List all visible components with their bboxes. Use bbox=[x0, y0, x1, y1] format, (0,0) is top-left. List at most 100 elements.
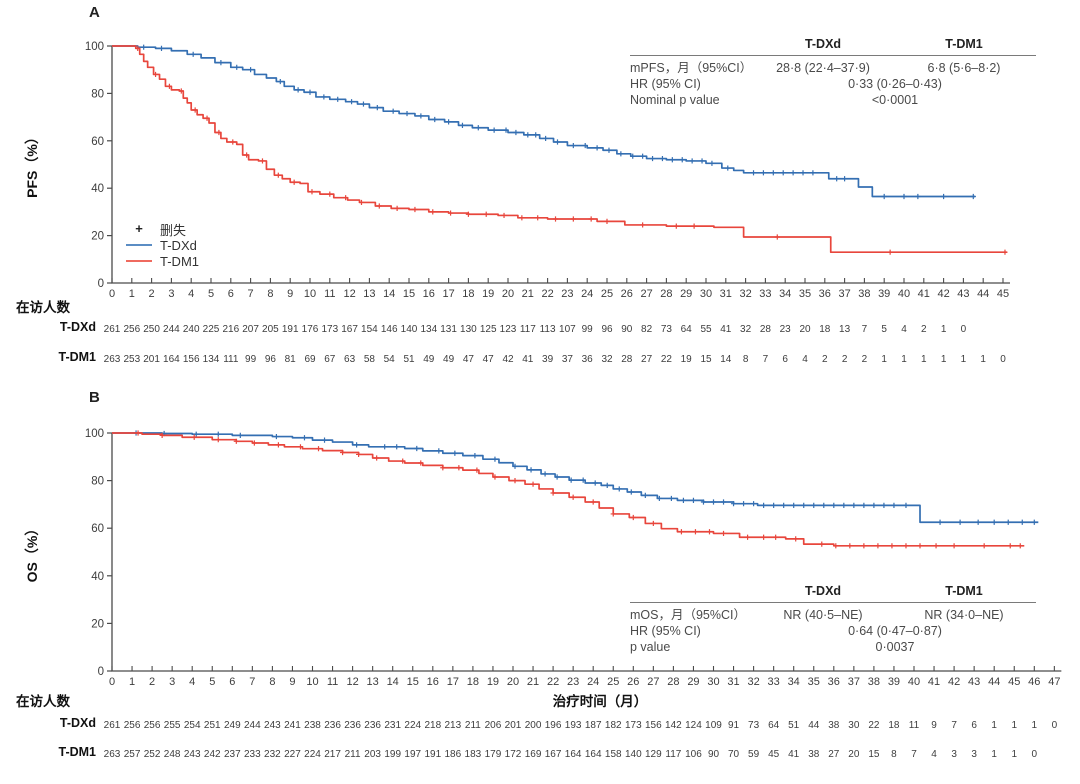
censor-mark bbox=[691, 223, 697, 229]
censor-mark bbox=[472, 453, 478, 459]
x-tick-label: 24 bbox=[587, 676, 599, 688]
x-tick-label: 11 bbox=[324, 288, 335, 300]
censor-mark bbox=[811, 502, 817, 508]
y-tick-label: 0 bbox=[98, 666, 104, 678]
censor-mark bbox=[570, 142, 576, 149]
at-risk-count: 206 bbox=[485, 720, 502, 731]
at-risk-count: 254 bbox=[184, 720, 201, 731]
x-tick-label: 16 bbox=[423, 288, 435, 300]
at-risk-count: 44 bbox=[808, 720, 820, 731]
at-risk-count: 1 bbox=[961, 354, 967, 365]
at-risk-count: 3 bbox=[951, 749, 957, 760]
x-tick-label: 32 bbox=[747, 676, 759, 688]
at-risk-count: 109 bbox=[705, 720, 722, 731]
censor-mark bbox=[152, 71, 159, 78]
censor-mark bbox=[678, 529, 685, 535]
censor-mark bbox=[668, 495, 674, 502]
at-risk-count: 70 bbox=[728, 749, 740, 760]
censor-mark bbox=[730, 501, 737, 507]
at-risk-count: 261 bbox=[104, 720, 121, 731]
at-risk-count: 63 bbox=[344, 354, 356, 365]
x-tick-label: 4 bbox=[189, 676, 195, 688]
censor-mark bbox=[432, 116, 438, 123]
at-risk-count: 130 bbox=[460, 324, 477, 335]
legend: + 删失 T-DXd T-DM1 bbox=[126, 221, 199, 269]
x-tick-label: 16 bbox=[427, 676, 439, 688]
x-tick-label: 29 bbox=[687, 676, 699, 688]
censor-mark bbox=[917, 543, 923, 549]
censor-mark bbox=[630, 514, 636, 521]
at-risk-count: 27 bbox=[828, 749, 840, 760]
at-risk-count: 251 bbox=[204, 720, 221, 731]
at-risk-count: 217 bbox=[324, 749, 341, 760]
x-tick-label: 0 bbox=[109, 676, 115, 688]
censor-mark bbox=[492, 456, 498, 462]
censor-mark bbox=[699, 158, 705, 164]
at-risk-count: 140 bbox=[625, 749, 642, 760]
censor-mark bbox=[339, 449, 346, 456]
at-risk-count: 73 bbox=[661, 324, 673, 335]
x-tick-label: 19 bbox=[487, 676, 499, 688]
censor-mark bbox=[582, 142, 588, 149]
censor-mark bbox=[216, 129, 222, 136]
x-tick-label: 20 bbox=[507, 676, 519, 688]
x-tick-label: 5 bbox=[209, 676, 215, 688]
x-tick-label: 30 bbox=[700, 288, 712, 300]
at-risk-count: 236 bbox=[364, 720, 381, 731]
at-risk-row-label-a-tdm1: T-DM1 bbox=[58, 350, 97, 364]
censor-mark bbox=[358, 199, 365, 206]
os-hr-label: HR (95% CI) bbox=[630, 624, 701, 638]
at-risk-count: 191 bbox=[282, 324, 299, 335]
at-risk-count: 164 bbox=[163, 354, 180, 365]
at-risk-count: 45 bbox=[768, 749, 780, 760]
at-risk-count: 238 bbox=[304, 720, 321, 731]
at-risk-count: 91 bbox=[728, 720, 740, 731]
panel-a-curve-t-dm1 bbox=[112, 45, 1007, 254]
at-risk-count: 9 bbox=[931, 720, 937, 731]
x-tick-label: 9 bbox=[287, 288, 293, 300]
at-risk-count: 64 bbox=[768, 720, 780, 731]
censor-mark bbox=[360, 101, 367, 107]
at-risk-row-label-b-tdm1: T-DM1 bbox=[58, 745, 97, 759]
at-risk-count: 4 bbox=[901, 324, 907, 335]
x-tick-label: 44 bbox=[977, 288, 989, 300]
censor-mark bbox=[297, 444, 304, 450]
censor-mark bbox=[570, 216, 576, 222]
at-risk-count: 183 bbox=[465, 749, 482, 760]
pfs-median-tdm1: 6·8 (5·6–8·2) bbox=[927, 61, 1001, 75]
panel-a-letter: A bbox=[89, 4, 100, 21]
x-tick-label: 1 bbox=[129, 288, 135, 300]
censor-mark bbox=[374, 105, 380, 111]
censor-mark bbox=[590, 499, 596, 505]
x-tick-label: 38 bbox=[868, 676, 880, 688]
x-tick-label: 47 bbox=[1048, 676, 1060, 688]
censor-mark bbox=[760, 170, 767, 176]
censor-mark bbox=[412, 206, 418, 213]
censor-mark bbox=[309, 189, 315, 195]
x-tick-label: 25 bbox=[607, 676, 619, 688]
at-risk-count: 201 bbox=[505, 720, 522, 731]
at-risk-count: 5 bbox=[881, 324, 887, 335]
at-risk-count: 182 bbox=[605, 720, 622, 731]
at-risk-row-label-a-tdxd: T-DXd bbox=[59, 320, 96, 334]
censor-mark bbox=[580, 477, 586, 483]
at-risk-count: 2 bbox=[862, 354, 868, 365]
at-risk-count: 111 bbox=[223, 354, 239, 365]
os-hr-value: 0·64 (0·47–0·87) bbox=[848, 624, 942, 638]
censor-mark bbox=[673, 223, 679, 229]
censor-mark bbox=[903, 502, 909, 508]
x-tick-label: 18 bbox=[462, 288, 474, 300]
table-rule bbox=[630, 602, 1036, 603]
censor-mark bbox=[394, 205, 400, 211]
censor-mark bbox=[491, 127, 497, 133]
censor-mark bbox=[616, 486, 622, 492]
censor-mark bbox=[770, 170, 776, 176]
x-tick-label: 21 bbox=[522, 288, 534, 300]
os-col-header-tdm1: T-DM1 bbox=[945, 584, 983, 598]
at-risk-count: 140 bbox=[401, 324, 418, 335]
at-risk-count: 67 bbox=[324, 354, 336, 365]
at-risk-count: 207 bbox=[242, 324, 259, 335]
at-risk-count: 236 bbox=[324, 720, 341, 731]
censor-mark bbox=[1019, 519, 1025, 525]
at-risk-count: 117 bbox=[665, 749, 681, 760]
